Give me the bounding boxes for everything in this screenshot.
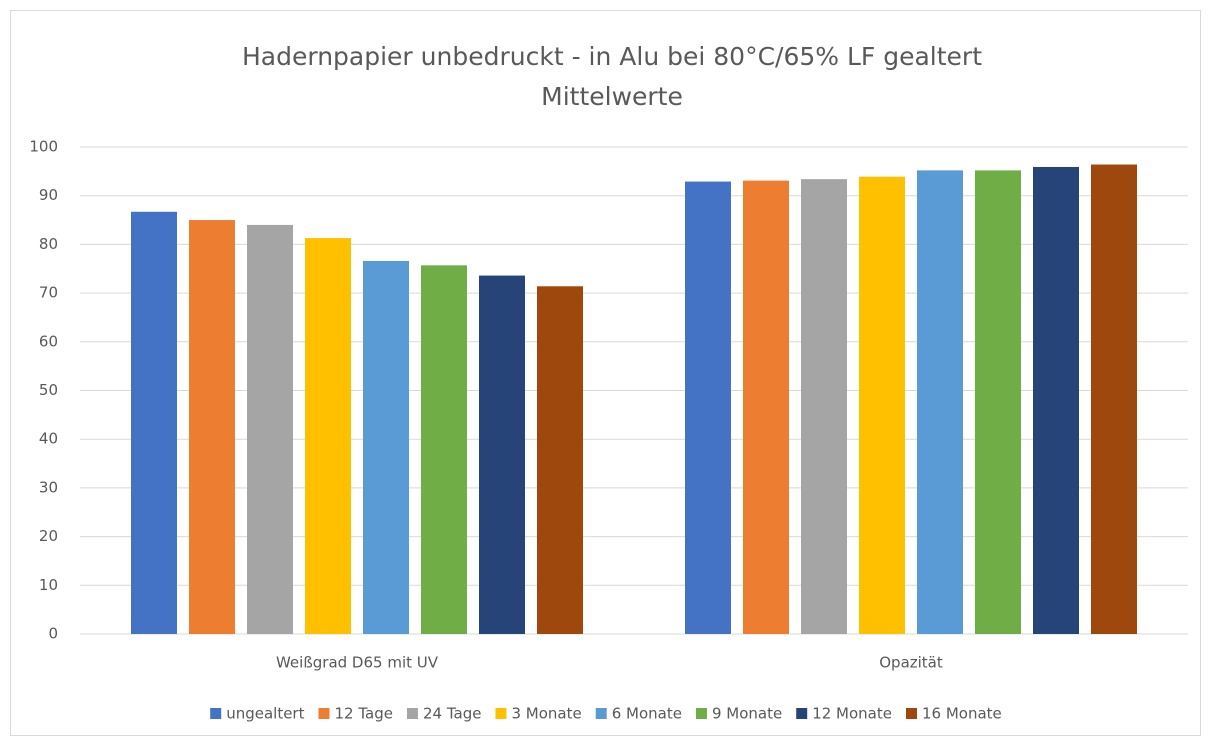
legend-swatch <box>906 708 917 719</box>
bar <box>305 238 351 634</box>
legend-label: 16 Monate <box>922 705 1002 723</box>
legend-swatch <box>796 708 808 719</box>
legend-swatch <box>495 708 507 719</box>
legend-label: ungealtert <box>226 705 304 723</box>
bar <box>421 265 467 634</box>
y-tick-label: 10 <box>39 576 58 594</box>
bar <box>1033 166 1079 635</box>
y-tick-label: 90 <box>39 186 58 204</box>
legend-swatch <box>406 708 418 719</box>
bar <box>685 181 731 634</box>
legend-label: 9 Monate <box>712 705 782 723</box>
legend-swatch <box>318 708 330 719</box>
bar <box>917 170 963 634</box>
bar <box>801 179 847 634</box>
y-tick-label: 100 <box>29 138 58 156</box>
y-tick-label: 60 <box>39 332 58 350</box>
legend-label: 12 Monate <box>812 705 892 723</box>
bar <box>859 176 905 634</box>
bar <box>743 180 789 634</box>
chart-title: Hadernpapier unbedruckt - in Alu bei 80°… <box>242 42 982 71</box>
bar <box>479 275 525 634</box>
bar <box>247 224 293 635</box>
legend-label: 6 Monate <box>612 705 682 723</box>
x-tick-label: Weißgrad D65 mit UV <box>276 654 439 672</box>
legend-swatch <box>695 708 707 719</box>
legend-swatch <box>210 708 222 719</box>
bar <box>131 211 177 634</box>
legend-label: 12 Tage <box>334 705 392 723</box>
legend-swatch <box>595 708 607 719</box>
y-tick-label: 70 <box>39 284 58 302</box>
legend-label: 3 Monate <box>511 705 581 723</box>
bar <box>1091 164 1137 635</box>
bar <box>975 170 1021 634</box>
legend-label: 24 Tage <box>423 705 481 723</box>
y-tick-label: 0 <box>48 625 58 643</box>
y-tick-label: 20 <box>39 527 58 545</box>
bar <box>363 260 409 634</box>
x-tick-label: Opazität <box>879 654 943 672</box>
y-tick-label: 40 <box>39 430 58 448</box>
y-tick-label: 80 <box>39 235 58 253</box>
bar <box>189 220 235 635</box>
bar <box>537 286 583 634</box>
y-tick-label: 30 <box>39 478 58 496</box>
y-tick-label: 50 <box>39 381 58 399</box>
chart-subtitle: Mittelwerte <box>541 82 683 111</box>
